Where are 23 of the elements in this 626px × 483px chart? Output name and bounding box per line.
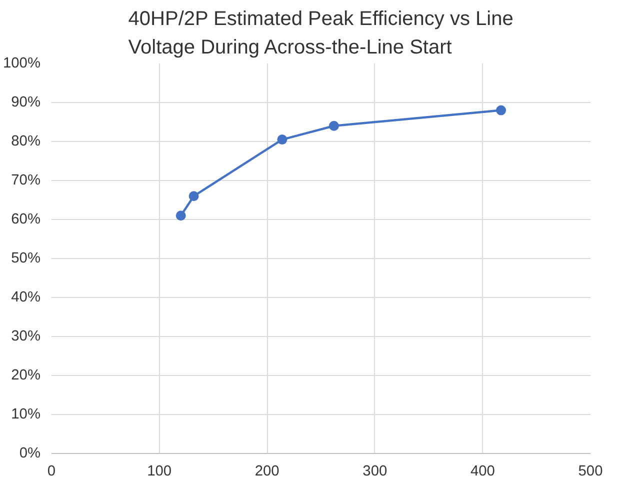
- point: [188, 191, 199, 202]
- y-tick-label: 10%: [11, 406, 41, 422]
- x-tick-label: 500: [578, 464, 603, 480]
- x-tick-label: 300: [362, 464, 388, 480]
- y-tick-label: 50%: [11, 250, 41, 266]
- y-tick-label: 100%: [3, 56, 41, 72]
- y-tick-label: 60%: [11, 212, 41, 228]
- point: [328, 120, 339, 131]
- x-tick-label: 0: [47, 464, 56, 480]
- x-tick-label: 400: [470, 464, 495, 480]
- chart-title: 40HP/2P Estimated Peak Efficiency vs Line Voltage During Across-the-Line Start: [128, 8, 514, 58]
- y-tick-label: 40%: [11, 290, 41, 306]
- x-tick-label: 200: [254, 464, 280, 480]
- y-tick-label: 70%: [11, 172, 41, 188]
- x-tick-label: 100: [147, 464, 172, 480]
- y-tick-label: 80%: [11, 134, 41, 150]
- y-tick-label: 0%: [19, 446, 41, 462]
- point: [176, 210, 186, 221]
- point: [496, 105, 506, 116]
- point: [277, 134, 288, 145]
- y-tick-label: 30%: [11, 328, 41, 344]
- y-tick-label: 20%: [11, 368, 41, 384]
- y-tick-label: 90%: [11, 94, 41, 110]
